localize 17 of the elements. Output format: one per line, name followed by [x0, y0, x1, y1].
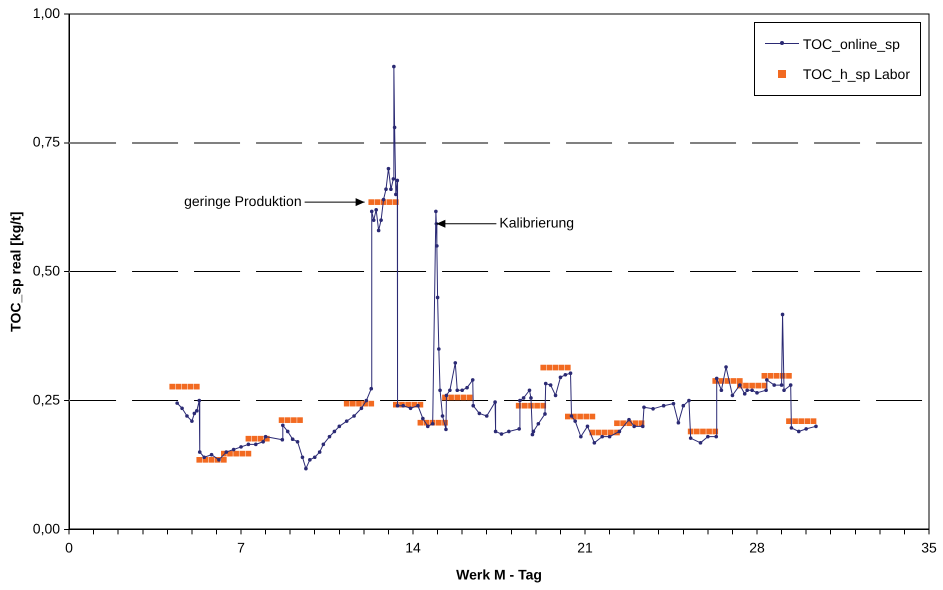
- x-tick-label: 0: [65, 540, 74, 556]
- annotation: Kalibrierung: [499, 214, 574, 231]
- x-tick-label: 28: [749, 540, 766, 556]
- y-tick-label: 0,00: [32, 520, 60, 536]
- x-tick-label: 35: [921, 540, 937, 556]
- legend-label: TOC_h_sp Labor: [802, 66, 910, 82]
- y-axis-title: TOC_sp real [kg/t]: [7, 212, 24, 332]
- annotation: geringe Produktion: [184, 192, 302, 209]
- legend-label: TOC_online_sp: [802, 36, 900, 52]
- y-tick-label: 0,50: [32, 262, 60, 279]
- y-tick-label: 0,25: [32, 391, 60, 408]
- x-axis-title: Werk M - Tag: [456, 566, 542, 582]
- x-tick-label: 21: [577, 540, 594, 556]
- x-tick-label: 7: [237, 540, 246, 556]
- y-tick-label: 1,00: [32, 4, 60, 21]
- x-tick-label: 14: [405, 540, 422, 556]
- y-tick-label: 0,75: [32, 134, 60, 150]
